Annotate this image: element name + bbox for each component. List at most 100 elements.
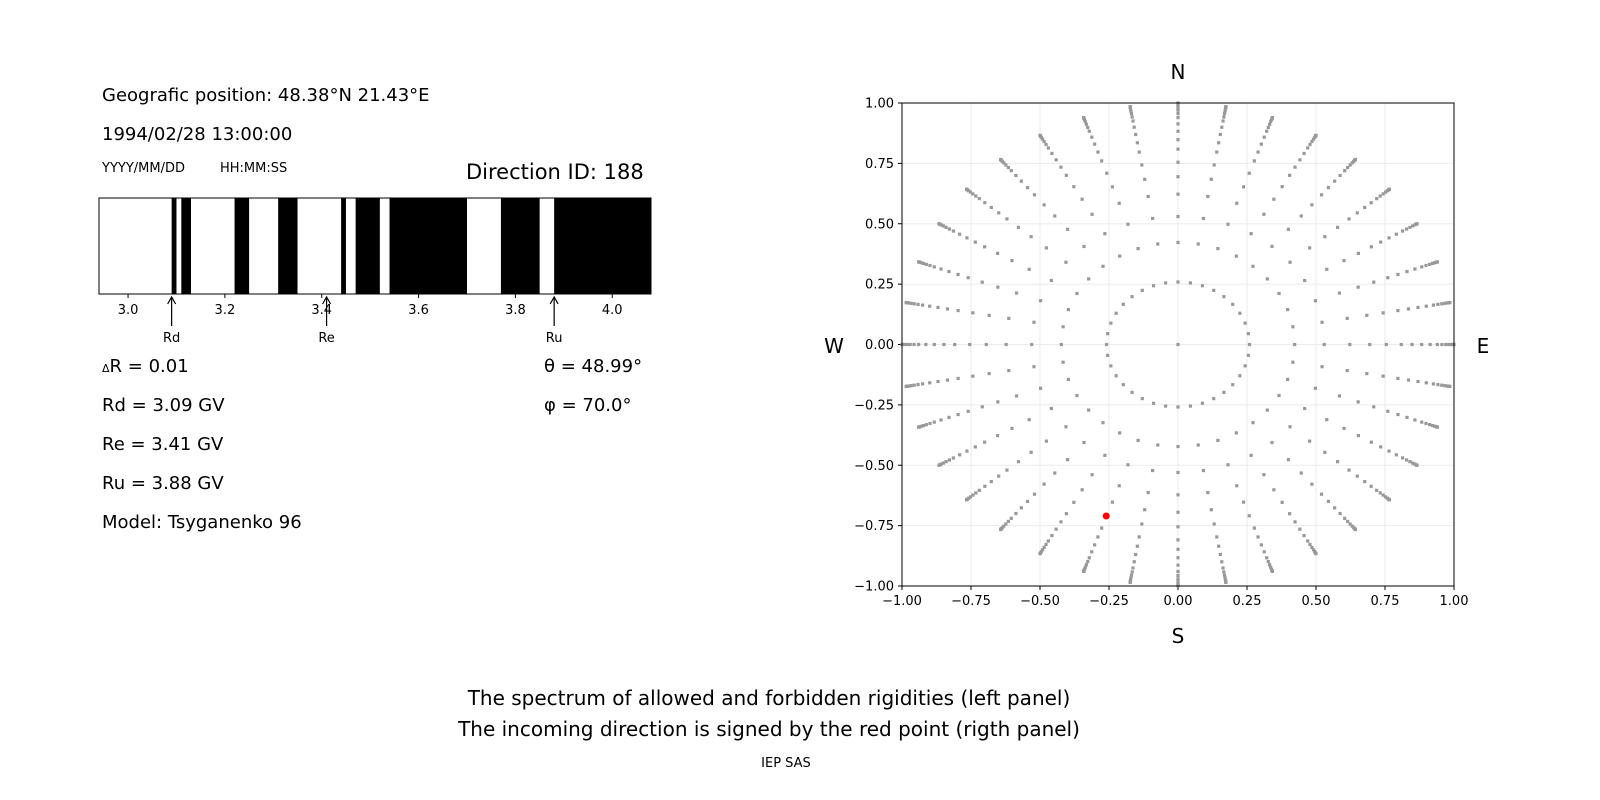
x-tick-label: −1.00 bbox=[882, 594, 922, 609]
direction-point bbox=[1383, 190, 1388, 194]
direction-point bbox=[1348, 163, 1352, 167]
direction-point bbox=[1424, 421, 1428, 426]
direction-point bbox=[1004, 163, 1008, 167]
footer-line-2: The incoming direction is signed by the … bbox=[458, 717, 1080, 741]
direction-point bbox=[1256, 535, 1260, 539]
direction-point bbox=[1428, 423, 1432, 427]
direction-point bbox=[1135, 141, 1139, 145]
direction-point bbox=[1365, 313, 1369, 317]
direction-point bbox=[907, 301, 911, 305]
direction-point bbox=[1188, 281, 1193, 285]
direction-point bbox=[1126, 463, 1130, 467]
direction-point bbox=[1280, 185, 1284, 189]
direction-point bbox=[1103, 232, 1107, 236]
direction-point bbox=[1311, 548, 1316, 552]
direction-point bbox=[1369, 440, 1373, 444]
direction-point bbox=[1118, 254, 1122, 258]
direction-point bbox=[1267, 122, 1272, 126]
direction-point bbox=[1293, 520, 1297, 524]
direction-point bbox=[1286, 227, 1291, 231]
direction-point bbox=[939, 267, 943, 271]
direction-point bbox=[1044, 439, 1048, 443]
direction-point bbox=[1209, 177, 1213, 181]
direction-point bbox=[1308, 142, 1312, 147]
direction-point bbox=[1223, 576, 1227, 580]
direction-point bbox=[1064, 512, 1068, 516]
y-tick-label: 0.00 bbox=[865, 338, 894, 353]
direction-point bbox=[1132, 125, 1136, 129]
direction-point bbox=[1406, 307, 1411, 311]
direction-point bbox=[1064, 173, 1068, 177]
direction-point bbox=[1007, 369, 1011, 373]
direction-point bbox=[1176, 138, 1180, 142]
direction-point bbox=[1053, 214, 1057, 218]
direction-point bbox=[1176, 175, 1180, 179]
direction-point bbox=[1087, 408, 1091, 412]
direction-point bbox=[996, 285, 1000, 289]
direction-point bbox=[1319, 492, 1324, 496]
direction-point bbox=[1009, 516, 1013, 520]
direction-point bbox=[1212, 397, 1216, 401]
direction-point bbox=[1435, 342, 1439, 347]
direction-point bbox=[1399, 342, 1403, 347]
direction-point bbox=[1084, 563, 1089, 567]
direction-point bbox=[1049, 406, 1053, 411]
direction-point bbox=[1270, 569, 1274, 574]
direction-point bbox=[1338, 511, 1342, 516]
direction-point bbox=[1061, 325, 1065, 329]
y-tick-label: −0.75 bbox=[854, 519, 894, 534]
direction-point bbox=[956, 376, 960, 381]
direction-point bbox=[1176, 115, 1180, 120]
direction-point bbox=[971, 493, 975, 497]
compass-north: N bbox=[1171, 60, 1186, 84]
direction-point bbox=[1140, 397, 1144, 401]
direction-point bbox=[1379, 240, 1383, 244]
direction-point bbox=[944, 225, 948, 229]
direction-point bbox=[1401, 229, 1405, 233]
direction-point bbox=[1038, 386, 1043, 390]
direction-point bbox=[1019, 179, 1023, 183]
direction-point bbox=[1443, 384, 1447, 388]
direction-point bbox=[1136, 438, 1140, 443]
direction-point bbox=[1064, 260, 1068, 264]
direction-point bbox=[1044, 246, 1048, 250]
direction-point bbox=[932, 342, 936, 347]
direction-point bbox=[1262, 135, 1266, 139]
direction-point bbox=[1212, 288, 1216, 292]
direction-point bbox=[1404, 458, 1409, 462]
direction-point bbox=[1042, 203, 1046, 207]
direction-point bbox=[1246, 332, 1250, 336]
direction-point bbox=[1286, 458, 1291, 462]
direction-point bbox=[1176, 147, 1180, 151]
direction-point bbox=[1303, 406, 1307, 411]
direction-point bbox=[904, 384, 908, 389]
direction-point bbox=[1093, 543, 1097, 547]
direction-point bbox=[1369, 245, 1373, 249]
direction-point bbox=[1247, 171, 1251, 175]
direction-point bbox=[1100, 526, 1104, 530]
direction-point bbox=[1054, 527, 1058, 531]
direction-point bbox=[1064, 425, 1068, 429]
direction-point bbox=[942, 342, 946, 347]
y-tick-label: 0.25 bbox=[865, 278, 894, 293]
direction-point bbox=[1270, 115, 1274, 120]
direction-point bbox=[1355, 474, 1359, 478]
direction-point bbox=[1027, 267, 1031, 271]
direction-point bbox=[903, 342, 907, 347]
direction-point bbox=[1413, 418, 1417, 422]
forbidden-band bbox=[181, 198, 191, 294]
direction-point bbox=[1343, 516, 1347, 520]
direction-point bbox=[1238, 311, 1242, 315]
direction-point bbox=[1265, 277, 1269, 281]
spectrum-frame bbox=[98, 197, 652, 295]
direction-point bbox=[1306, 146, 1310, 150]
direction-point bbox=[1038, 552, 1042, 556]
direction-point bbox=[1448, 300, 1452, 305]
direction-point bbox=[1201, 216, 1205, 221]
x-tick-label: 0.00 bbox=[1164, 594, 1193, 609]
direction-point bbox=[1372, 280, 1376, 284]
direction-point bbox=[907, 384, 911, 388]
forbidden-band bbox=[554, 198, 651, 294]
direction-point bbox=[920, 303, 925, 307]
direction-point bbox=[1280, 500, 1284, 504]
